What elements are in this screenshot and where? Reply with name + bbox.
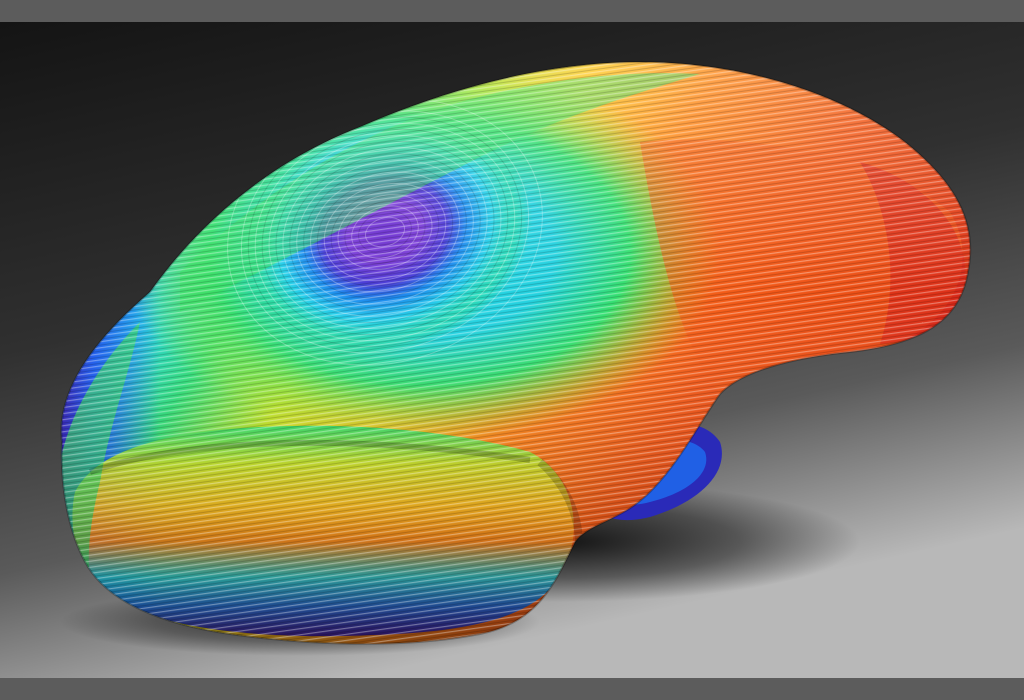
render-viewport bbox=[0, 22, 1024, 678]
bottom-frame-band bbox=[0, 678, 1024, 700]
render-canvas bbox=[0, 22, 1024, 678]
top-frame-band bbox=[0, 0, 1024, 22]
